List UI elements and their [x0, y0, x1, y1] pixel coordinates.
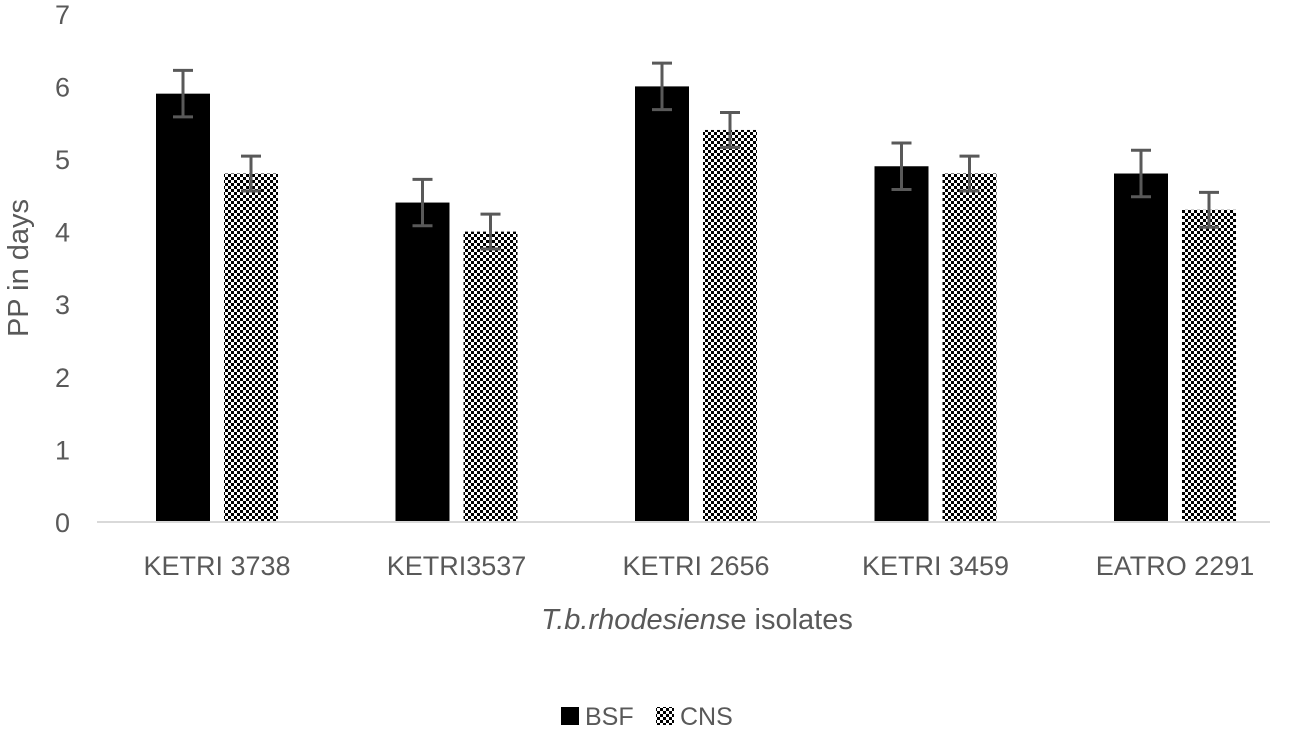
- error-bar-bsf: [652, 61, 672, 112]
- error-bar-bsf: [173, 68, 193, 119]
- y-tick-label: 4: [55, 218, 70, 248]
- x-tick-label: KETRI 3738: [143, 551, 290, 581]
- legend-swatch-cns: [656, 707, 674, 725]
- bar-bsf: [395, 202, 450, 522]
- error-bar-bsf: [891, 141, 912, 191]
- x-tick-label: KETRI 2656: [622, 551, 769, 581]
- y-tick-label: 2: [55, 363, 70, 393]
- y-tick-label: 3: [55, 290, 70, 320]
- y-tick-label: 7: [55, 0, 70, 30]
- legend: BSF CNS: [561, 703, 733, 731]
- x-tick-label: EATRO 2291: [1096, 551, 1255, 581]
- bar-cns: [942, 173, 997, 522]
- error-bar-cns: [480, 212, 501, 251]
- y-axis-label: PP in days: [3, 199, 35, 337]
- x-axis-label-italic: T.b.rhodesiens: [541, 604, 730, 636]
- y-tick-label: 0: [55, 508, 70, 538]
- bar-cns: [1182, 209, 1236, 522]
- legend-swatch-bsf: [561, 707, 579, 725]
- x-axis-label-rest: e isolates: [730, 604, 853, 636]
- y-tick-label: 6: [55, 72, 70, 102]
- bar-cns: [224, 173, 278, 522]
- bar-bsf: [156, 93, 210, 522]
- bars: [156, 86, 1236, 523]
- legend-label-cns: CNS: [680, 703, 733, 731]
- x-tick-label: KETRI3537: [387, 551, 527, 581]
- y-tick-label: 5: [55, 145, 70, 175]
- error-bar-bsf: [1131, 148, 1151, 199]
- bar-bsf: [874, 166, 929, 522]
- error-bar-bsf: [412, 177, 433, 228]
- error-bar-cns: [1199, 190, 1219, 229]
- error-bars: [173, 61, 1219, 251]
- x-axis-label: T.b.rhodesiense isolates: [541, 604, 853, 636]
- bar-cns: [463, 231, 518, 522]
- bar-cns: [703, 129, 757, 522]
- y-tick-label: 1: [55, 435, 70, 465]
- error-bar-cns: [720, 111, 740, 149]
- x-tick-label: KETRI 3459: [862, 551, 1009, 581]
- bar-bsf: [1114, 173, 1168, 522]
- error-bar-cns: [959, 154, 980, 193]
- legend-label-bsf: BSF: [585, 703, 634, 731]
- x-axis-ticks: KETRI 3738 KETRI3537 KETRI 2656 KETRI 3459 E…: [143, 551, 1254, 581]
- y-axis-ticks: 0 1 2 3 4 5 6 7: [55, 0, 70, 538]
- bar-bsf: [635, 86, 689, 523]
- error-bar-cns: [241, 154, 261, 193]
